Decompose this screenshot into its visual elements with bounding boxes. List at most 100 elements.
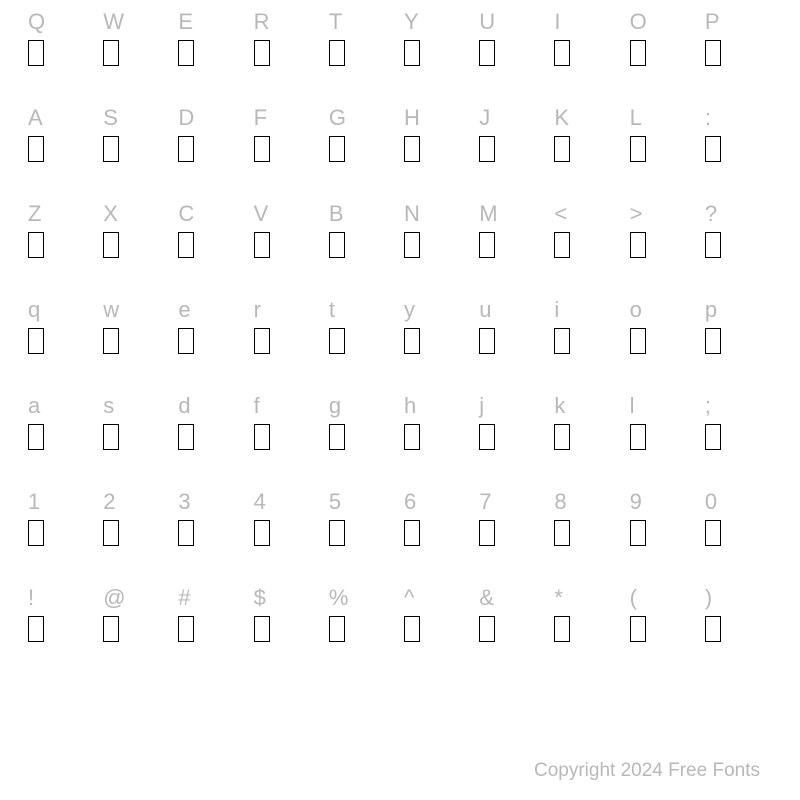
missing-glyph-box: [705, 328, 721, 354]
character-cell: i: [550, 296, 625, 392]
character-cell: w: [99, 296, 174, 392]
character-label: I: [554, 8, 560, 36]
missing-glyph-box: [178, 232, 194, 258]
character-cell: 1: [24, 488, 99, 584]
character-label: 6: [404, 488, 416, 516]
character-label: E: [178, 8, 193, 36]
character-cell: B: [325, 200, 400, 296]
character-cell: P: [701, 8, 776, 104]
character-label: %: [329, 584, 349, 612]
missing-glyph-box: [630, 520, 646, 546]
character-cell: j: [475, 392, 550, 488]
character-cell: f: [250, 392, 325, 488]
character-cell: y: [400, 296, 475, 392]
missing-glyph-box: [254, 424, 270, 450]
character-label: 7: [479, 488, 491, 516]
missing-glyph-box: [554, 520, 570, 546]
character-label: ): [705, 584, 712, 612]
character-cell: O: [626, 8, 701, 104]
missing-glyph-box: [254, 232, 270, 258]
character-cell: V: [250, 200, 325, 296]
missing-glyph-box: [404, 328, 420, 354]
character-label: d: [178, 392, 190, 420]
missing-glyph-box: [254, 328, 270, 354]
character-label: o: [630, 296, 642, 324]
character-label: A: [28, 104, 43, 132]
missing-glyph-box: [178, 328, 194, 354]
character-cell: 8: [550, 488, 625, 584]
character-label: &: [479, 584, 494, 612]
character-label: ?: [705, 200, 717, 228]
missing-glyph-box: [178, 40, 194, 66]
character-label: X: [103, 200, 118, 228]
missing-glyph-box: [178, 424, 194, 450]
missing-glyph-box: [630, 232, 646, 258]
character-cell: $: [250, 584, 325, 680]
character-label: :: [705, 104, 711, 132]
character-label: 9: [630, 488, 642, 516]
character-label: k: [554, 392, 565, 420]
character-label: <: [554, 200, 567, 228]
missing-glyph-box: [554, 616, 570, 642]
missing-glyph-box: [178, 520, 194, 546]
character-label: y: [404, 296, 415, 324]
character-cell: ?: [701, 200, 776, 296]
missing-glyph-box: [103, 616, 119, 642]
character-label: Y: [404, 8, 419, 36]
missing-glyph-box: [705, 232, 721, 258]
character-cell: 7: [475, 488, 550, 584]
copyright-text: Copyright 2024 Free Fonts: [534, 760, 760, 782]
character-cell: R: [250, 8, 325, 104]
missing-glyph-box: [28, 616, 44, 642]
missing-glyph-box: [479, 40, 495, 66]
missing-glyph-box: [554, 136, 570, 162]
character-label: L: [630, 104, 642, 132]
character-cell: S: [99, 104, 174, 200]
missing-glyph-box: [103, 328, 119, 354]
missing-glyph-box: [254, 520, 270, 546]
character-cell: k: [550, 392, 625, 488]
missing-glyph-box: [404, 232, 420, 258]
character-cell: u: [475, 296, 550, 392]
character-cell: L: [626, 104, 701, 200]
character-label: p: [705, 296, 717, 324]
character-cell: <: [550, 200, 625, 296]
character-cell: E: [174, 8, 249, 104]
missing-glyph-box: [329, 616, 345, 642]
character-cell: I: [550, 8, 625, 104]
character-cell: 2: [99, 488, 174, 584]
character-cell: J: [475, 104, 550, 200]
character-label: 1: [28, 488, 40, 516]
missing-glyph-box: [554, 40, 570, 66]
character-label: O: [630, 8, 647, 36]
character-label: 3: [178, 488, 190, 516]
missing-glyph-box: [630, 616, 646, 642]
character-label: C: [178, 200, 194, 228]
character-cell: Z: [24, 200, 99, 296]
character-label: 2: [103, 488, 115, 516]
missing-glyph-box: [254, 136, 270, 162]
character-label: w: [103, 296, 119, 324]
character-label: i: [554, 296, 559, 324]
missing-glyph-box: [404, 520, 420, 546]
missing-glyph-box: [479, 232, 495, 258]
character-cell: 9: [626, 488, 701, 584]
missing-glyph-box: [479, 136, 495, 162]
character-label: D: [178, 104, 194, 132]
character-cell: A: [24, 104, 99, 200]
character-cell: p: [701, 296, 776, 392]
missing-glyph-box: [254, 616, 270, 642]
character-cell: (: [626, 584, 701, 680]
missing-glyph-box: [103, 424, 119, 450]
missing-glyph-box: [705, 520, 721, 546]
character-cell: N: [400, 200, 475, 296]
character-cell: Y: [400, 8, 475, 104]
character-label: J: [479, 104, 490, 132]
character-label: B: [329, 200, 344, 228]
character-cell: e: [174, 296, 249, 392]
character-cell: a: [24, 392, 99, 488]
character-label: U: [479, 8, 495, 36]
missing-glyph-box: [103, 232, 119, 258]
missing-glyph-box: [28, 520, 44, 546]
missing-glyph-box: [28, 136, 44, 162]
